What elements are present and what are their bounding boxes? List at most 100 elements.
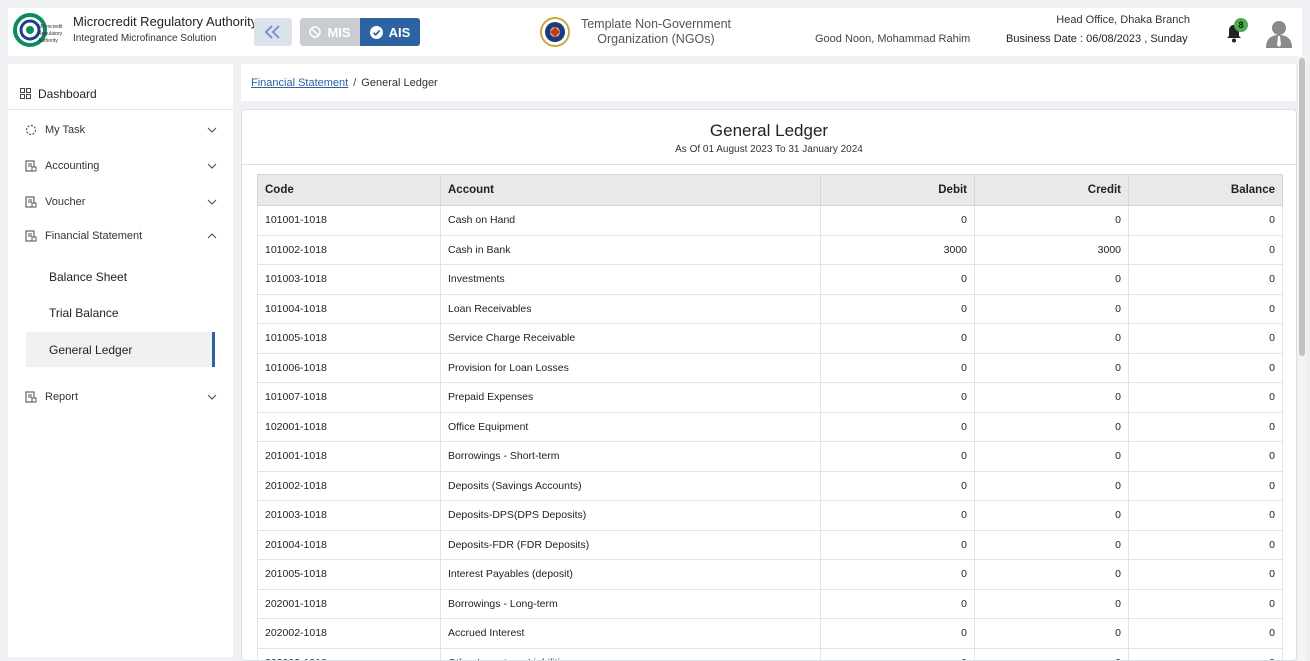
cell-balance: 0 <box>1128 618 1283 649</box>
double-chevron-left-icon <box>264 25 280 39</box>
cell-balance: 0 <box>1128 529 1283 560</box>
business-date: Business Date : 06/08/2023 , Sunday <box>1006 33 1188 45</box>
cell-balance: 0 <box>1128 559 1283 590</box>
svg-text:Authority: Authority <box>38 38 58 44</box>
chevron-down-icon <box>207 163 217 169</box>
cell-account: Service Charge Receivable <box>440 323 821 354</box>
cell-credit: 0 <box>974 411 1129 442</box>
table-row[interactable]: 101007-1018 Prepaid Expenses 0 0 0 <box>257 382 1283 413</box>
page-scrollbar[interactable] <box>1298 56 1306 661</box>
cell-account: Other Long-term Liabilities <box>440 647 821 660</box>
dashboard-label: Dashboard <box>38 86 97 101</box>
table-row[interactable]: 101002-1018 Cash in Bank 3000 3000 0 <box>257 234 1283 265</box>
mis-label: MIS <box>327 24 351 40</box>
grid-icon <box>20 88 31 99</box>
cell-code: 101003-1018 <box>257 264 441 295</box>
sidebar-item-accounting[interactable]: Accounting <box>8 150 233 182</box>
government-seal-icon <box>540 17 570 47</box>
user-avatar-icon[interactable] <box>1264 18 1294 48</box>
org-title: Microcredit Regulatory Authority <box>73 14 258 29</box>
cell-code: 102001-1018 <box>257 411 441 442</box>
mis-toggle-button[interactable]: MIS <box>300 18 360 46</box>
cell-account: Cash in Bank <box>440 234 821 265</box>
sidebar-item-dashboard[interactable]: Dashboard <box>8 78 233 110</box>
loader-icon <box>25 124 37 136</box>
cell-code: 101004-1018 <box>257 293 441 324</box>
cell-credit: 0 <box>974 470 1129 501</box>
top-header: Microcredit Regulatory Authority Microcr… <box>8 8 1302 56</box>
general-ledger-report: General Ledger As Of 01 August 2023 To 3… <box>241 109 1297 661</box>
table-row[interactable]: 202002-1018 Accrued Interest 0 0 0 <box>257 618 1283 649</box>
notification-badge: 8 <box>1234 18 1248 32</box>
table-row[interactable]: 201003-1018 Deposits-DPS(DPS Deposits) 0 0 0 <box>257 500 1283 531</box>
cell-account: Cash on Hand <box>440 205 821 236</box>
cell-credit: 0 <box>974 352 1129 383</box>
table-row[interactable]: 202001-1018 Borrowings - Long-term 0 0 0 <box>257 588 1283 619</box>
table-row[interactable]: 101001-1018 Cash on Hand 0 0 0 <box>257 205 1283 236</box>
svg-text:Microcredit: Microcredit <box>38 24 63 30</box>
cell-debit: 0 <box>820 500 975 531</box>
column-header-credit: Credit <box>974 174 1129 206</box>
chevron-down-icon <box>207 199 217 205</box>
cell-account: Deposits-FDR (FDR Deposits) <box>440 529 821 560</box>
table-row[interactable]: 201005-1018 Interest Payables (deposit) 0 0… <box>257 559 1283 590</box>
column-header-account: Account <box>440 174 821 206</box>
sidebar-subitem-balance-sheet[interactable]: Balance Sheet <box>49 269 128 284</box>
cell-account: Prepaid Expenses <box>440 382 821 413</box>
table-row[interactable]: 101006-1018 Provision for Loan Losses 0 0 0 <box>257 352 1283 383</box>
cell-credit: 0 <box>974 205 1129 236</box>
check-circle-icon <box>369 25 383 39</box>
sidebar-subitem-general-ledger[interactable]: General Ledger <box>26 332 215 367</box>
cell-code: 101006-1018 <box>257 352 441 383</box>
ledger-icon <box>25 196 37 208</box>
column-header-balance: Balance <box>1128 174 1283 206</box>
cell-code: 101001-1018 <box>257 205 441 236</box>
sidebar-item-voucher[interactable]: Voucher <box>8 186 233 218</box>
cell-balance: 0 <box>1128 382 1283 413</box>
breadcrumb-link-financial-statement[interactable]: Financial Statement <box>251 76 349 89</box>
sidebar-item-my-task[interactable]: My Task <box>8 114 233 146</box>
cell-account: Borrowings - Short-term <box>440 441 821 472</box>
cell-debit: 0 <box>820 588 975 619</box>
sidebar: Dashboard My Task Accounting Voucher <box>8 64 233 657</box>
table-row[interactable]: 101003-1018 Investments 0 0 0 <box>257 264 1283 295</box>
chevron-down-icon <box>207 127 217 133</box>
table-header-row: Code Account Debit Credit Balance <box>257 174 1283 206</box>
cell-credit: 0 <box>974 382 1129 413</box>
cell-balance: 0 <box>1128 470 1283 501</box>
table-row[interactable]: 201001-1018 Borrowings - Short-term 0 0 0 <box>257 441 1283 472</box>
cell-balance: 0 <box>1128 293 1283 324</box>
table-row[interactable]: 101005-1018 Service Charge Receivable 0 0 0 <box>257 323 1283 354</box>
cell-balance: 0 <box>1128 264 1283 295</box>
sidebar-item-financial-statement[interactable]: Financial Statement <box>8 220 233 252</box>
blocked-icon <box>309 26 322 38</box>
cell-credit: 0 <box>974 618 1129 649</box>
cell-debit: 0 <box>820 323 975 354</box>
page-scrollbar-thumb[interactable] <box>1299 58 1305 356</box>
mra-logo-icon: Microcredit Regulatory Authority <box>13 13 63 47</box>
cell-balance: 0 <box>1128 234 1283 265</box>
cell-debit: 0 <box>820 529 975 560</box>
cell-debit: 0 <box>820 441 975 472</box>
cell-code: 101002-1018 <box>257 234 441 265</box>
cell-debit: 0 <box>820 647 975 660</box>
cell-debit: 0 <box>820 382 975 413</box>
sidebar-item-report[interactable]: Report <box>8 381 233 413</box>
table-row[interactable]: 102001-1018 Office Equipment 0 0 0 <box>257 411 1283 442</box>
report-subtitle: As Of 01 August 2023 To 31 January 2024 <box>675 144 863 155</box>
cell-credit: 0 <box>974 323 1129 354</box>
sidebar-subitem-trial-balance[interactable]: Trial Balance <box>49 305 119 320</box>
table-row[interactable]: 101004-1018 Loan Receivables 0 0 0 <box>257 293 1283 324</box>
table-row[interactable]: 201004-1018 Deposits-FDR (FDR Deposits) 0 0… <box>257 529 1283 560</box>
cell-account: Borrowings - Long-term <box>440 588 821 619</box>
cell-debit: 0 <box>820 205 975 236</box>
branch-name: Head Office, Dhaka Branch <box>1056 14 1190 26</box>
table-row[interactable]: 202003-1018Other Long-term Liabilities00… <box>257 647 1283 660</box>
sidebar-item-label: Report <box>45 391 79 403</box>
ais-toggle-button[interactable]: AIS <box>360 18 420 46</box>
collapse-sidebar-button[interactable] <box>254 18 292 46</box>
cell-code: 101007-1018 <box>257 382 441 413</box>
cell-code: 202003-1018 <box>257 647 441 660</box>
cell-account: Office Equipment <box>440 411 821 442</box>
table-row[interactable]: 201002-1018 Deposits (Savings Accounts) 0 0… <box>257 470 1283 501</box>
